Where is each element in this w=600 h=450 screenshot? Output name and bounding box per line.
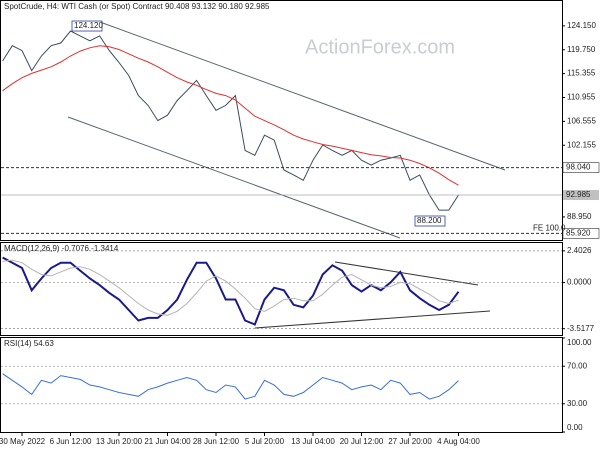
level-label-box: [562, 162, 600, 173]
watermark: ActionForex.com: [305, 36, 455, 58]
y-tick-label: 30.00: [567, 399, 588, 408]
x-tick-label: 6 Jun 12:00: [50, 437, 92, 446]
series-line: [2, 373, 459, 400]
series-line: [2, 45, 459, 186]
annotation-label: 88.200: [417, 216, 442, 225]
y-tick-label: 100.00: [567, 338, 592, 347]
y-tick-label: 2.4026: [567, 246, 592, 255]
series-line: [2, 259, 459, 316]
y-tick-label: 70.00: [567, 361, 588, 370]
rsi-panel-frame: [0, 337, 563, 433]
y-tick-label: 88.950: [567, 212, 592, 221]
x-tick-label: 27 Jul 20:00: [388, 437, 432, 446]
x-tick-label: 13 Jul 04:00: [291, 437, 335, 446]
x-tick-label: 30 May 2022: [0, 437, 46, 446]
x-tick-label: 20 Jul 12:00: [340, 437, 384, 446]
x-tick-label: 5 Jul 20:00: [245, 437, 285, 446]
macd-trend-upper: [334, 261, 479, 286]
channel-lower: [67, 116, 401, 239]
fe-label: FE 100.0: [533, 223, 566, 232]
x-tick-label: 13 Jun 20:00: [96, 437, 143, 446]
x-tick-label: 4 Aug 04:00: [437, 437, 480, 446]
macd-title: MACD(12,26,9) -0.7076 -1.3414: [4, 244, 119, 253]
y-tick-label: 115.355: [567, 69, 596, 78]
y-tick-label: 124.150: [567, 21, 596, 30]
y-tick-label: 119.750: [567, 45, 596, 54]
y-tick-label: 102.155: [567, 140, 596, 149]
macd-trend-lower: [254, 310, 491, 329]
level-label-box: [562, 228, 600, 239]
annotation-box: [414, 215, 446, 227]
x-tick-label: 21 Jun 04:00: [144, 437, 191, 446]
channel-upper: [99, 21, 506, 171]
y-tick-label: 0.00: [567, 423, 583, 432]
rsi-title: RSI(14) 54.63: [4, 339, 54, 348]
last-price-box: [563, 190, 599, 201]
level-label: 98.040: [566, 163, 591, 172]
y-tick-label: -3.5177: [567, 324, 595, 333]
y-tick-label: 106.555: [567, 116, 596, 125]
series-line: [2, 30, 459, 211]
x-tick-label: 28 Jun 12:00: [193, 437, 240, 446]
y-tick-label: 0.0000: [567, 278, 592, 287]
annotation-label: 124.120: [74, 21, 103, 30]
annotation-box: [71, 20, 103, 32]
price-title: SpotCrude, H4: WTI Cash (or Spot) Contra…: [4, 2, 270, 11]
last-price-label: 92.985: [566, 190, 591, 199]
y-tick-label: 110.955: [567, 93, 596, 102]
price-panel-frame: [0, 0, 563, 241]
level-label: 85.920: [566, 228, 591, 237]
macd-panel-frame: [0, 242, 563, 336]
series-line: [2, 256, 460, 326]
